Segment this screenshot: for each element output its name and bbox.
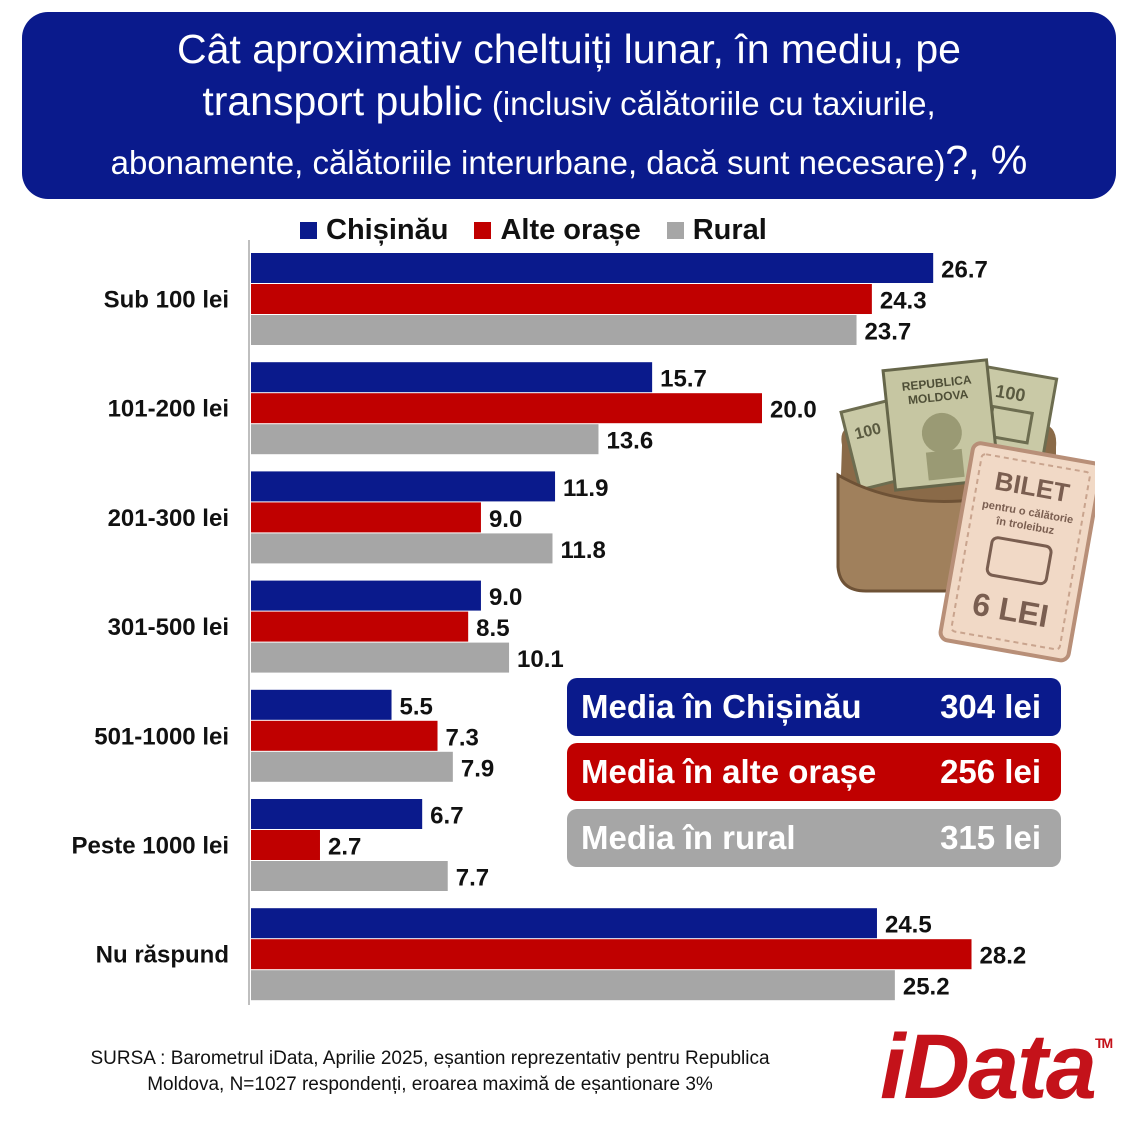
bar-alte-orase bbox=[251, 830, 320, 860]
bar-rural bbox=[251, 315, 857, 345]
data-label-alte-orase: 20.0 bbox=[770, 397, 817, 424]
bar-alte-orase bbox=[251, 611, 469, 642]
data-label-alte-orase: 28.2 bbox=[980, 943, 1027, 970]
legend-item-chisinau: Chișinău bbox=[300, 214, 448, 247]
data-label-chisinau: 9.0 bbox=[489, 584, 522, 611]
average-value-chisinau: 304 lei bbox=[940, 688, 1041, 725]
bar-rural bbox=[251, 424, 599, 455]
legend-label-alte-orase: Alte orașe bbox=[500, 213, 641, 246]
data-label-alte-orase: 8.5 bbox=[476, 615, 509, 642]
title-line-1: Cât aproximativ cheltuiți lunar, în medi… bbox=[177, 26, 961, 72]
category-label: 101-200 lei bbox=[108, 396, 229, 423]
category-label: 301-500 lei bbox=[108, 614, 229, 641]
title-line-3-suffix: ?, % bbox=[945, 137, 1028, 183]
average-label-alte-orase: Media în alte orașe bbox=[581, 753, 877, 790]
idata-logo: iDataTM bbox=[880, 1015, 1113, 1120]
data-label-rural: 11.8 bbox=[560, 537, 605, 564]
legend-item-alte-orase: Alte orașe bbox=[474, 213, 641, 247]
ticket-icon: BILET pentru o călătorie în troleibuz 6 … bbox=[938, 441, 1095, 663]
bar-alte-orase bbox=[251, 502, 481, 533]
category-label: Sub 100 lei bbox=[104, 287, 229, 314]
average-label-rural: Media în rural bbox=[581, 819, 796, 856]
logo-tm: TM bbox=[1094, 1035, 1113, 1051]
bar-rural bbox=[251, 861, 448, 891]
category-label: Peste 1000 lei bbox=[72, 833, 229, 860]
legend-label-chisinau: Chișinău bbox=[326, 213, 449, 246]
svg-text:100: 100 bbox=[853, 420, 883, 443]
legend-item-rural: Rural bbox=[666, 213, 767, 247]
data-label-rural: 10.1 bbox=[517, 646, 564, 673]
category-label: 201-300 lei bbox=[108, 505, 229, 532]
data-label-alte-orase: 7.3 bbox=[446, 724, 479, 751]
bar-alte-orase bbox=[251, 939, 972, 970]
title-line-3-note: abonamente, călătoriile interurbane, dac… bbox=[110, 144, 946, 181]
wallet-ticket-illustration: 100 100 REPUBLICA MOLDOVA BILET pentru o… bbox=[836, 358, 1095, 663]
bar-chisinau bbox=[251, 253, 934, 283]
source-line-1: SURSA : Barometrul iData, Aprilie 2025, … bbox=[90, 1048, 770, 1069]
average-box-alte-orase: Media în alte orașe 256 lei bbox=[567, 743, 1061, 801]
data-label-chisinau: 11.9 bbox=[563, 475, 608, 502]
title-line-2: transport public (inclusiv călătoriile c… bbox=[22, 74, 1116, 131]
title-line-3: abonamente, călătoriile interurbane, dac… bbox=[22, 131, 1116, 192]
average-box-chisinau: Media în Chișinău 304 lei bbox=[567, 678, 1061, 736]
bar-chisinau bbox=[251, 362, 653, 393]
chart-title: Cât aproximativ cheltuiți lunar, în medi… bbox=[22, 12, 1116, 199]
legend-swatch-alte-orase bbox=[474, 221, 492, 239]
bar-chisinau bbox=[251, 580, 481, 611]
data-label-rural: 23.7 bbox=[865, 319, 912, 346]
banknote-country-2: MOLDOVA bbox=[907, 387, 969, 407]
bar-chisinau bbox=[251, 908, 877, 939]
average-value-rural: 315 lei bbox=[940, 819, 1041, 856]
chart-legend: Chișinău Alte orașe Rural bbox=[300, 208, 767, 252]
bar-rural bbox=[251, 642, 510, 673]
data-label-chisinau: 26.7 bbox=[941, 257, 988, 284]
legend-swatch-chisinau bbox=[300, 221, 317, 239]
bar-chisinau bbox=[251, 799, 423, 829]
source-note: SURSA : Barometrul iData, Aprilie 2025, … bbox=[30, 1046, 830, 1098]
title-line-2-main: transport public bbox=[202, 78, 483, 124]
data-label-rural: 7.9 bbox=[461, 755, 494, 782]
data-label-alte-orase: 9.0 bbox=[489, 506, 522, 533]
title-line-2-note: (inclusiv călătoriile cu taxiurile, bbox=[482, 85, 936, 122]
category-label: 501-1000 lei bbox=[94, 723, 229, 750]
data-label-chisinau: 5.5 bbox=[400, 693, 433, 720]
bar-alte-orase bbox=[251, 393, 762, 424]
data-label-chisinau: 24.5 bbox=[885, 912, 932, 939]
bar-rural bbox=[251, 533, 553, 564]
average-value-alte-orase: 256 lei bbox=[940, 753, 1041, 790]
data-label-chisinau: 6.7 bbox=[430, 803, 463, 830]
data-label-rural: 13.6 bbox=[606, 428, 653, 455]
bar-rural bbox=[251, 751, 453, 782]
average-label-chisinau: Media în Chișinău bbox=[581, 688, 862, 725]
bar-alte-orase bbox=[251, 720, 438, 751]
source-line-2: Moldova, N=1027 respondenți, eroarea max… bbox=[147, 1074, 713, 1095]
data-label-alte-orase: 2.7 bbox=[328, 834, 361, 861]
data-label-chisinau: 15.7 bbox=[660, 366, 707, 393]
trolleybus-icon bbox=[985, 536, 1053, 586]
bar-chisinau bbox=[251, 471, 556, 502]
legend-swatch-rural bbox=[666, 221, 684, 239]
category-label: Nu răspund bbox=[96, 942, 229, 969]
data-label-alte-orase: 24.3 bbox=[880, 288, 927, 315]
data-label-rural: 25.2 bbox=[903, 974, 950, 1001]
legend-label-rural: Rural bbox=[692, 213, 767, 246]
data-label-rural: 7.7 bbox=[456, 865, 489, 892]
logo-text: iData bbox=[880, 1016, 1097, 1118]
bar-chisinau bbox=[251, 689, 392, 720]
average-box-rural: Media în rural 315 lei bbox=[567, 809, 1061, 867]
bar-alte-orase bbox=[251, 284, 872, 314]
bar-rural bbox=[251, 970, 895, 1001]
